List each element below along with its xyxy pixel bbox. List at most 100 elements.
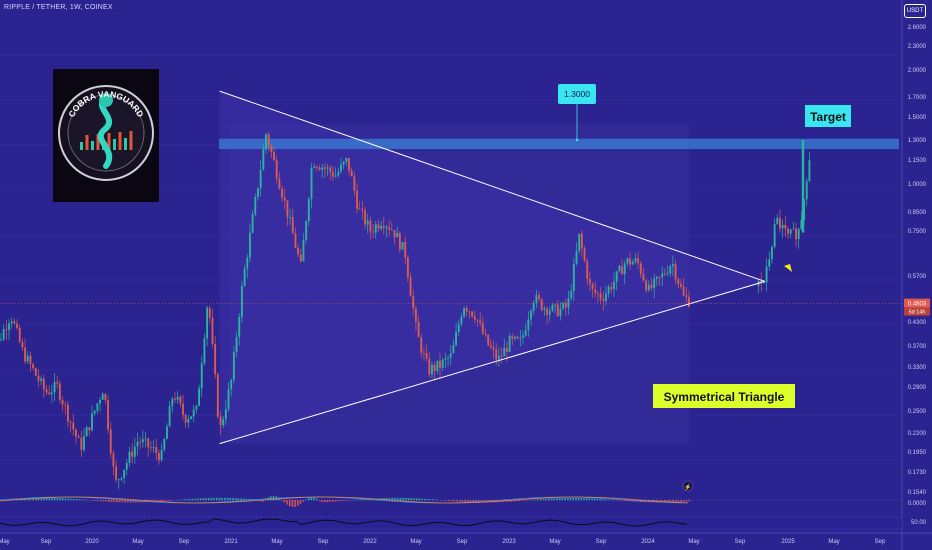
macd-bar — [91, 500, 94, 501]
candle-body — [465, 308, 468, 312]
currency-badge[interactable]: USDT — [904, 4, 926, 18]
triangle-fill — [219, 91, 765, 444]
macd-bar — [564, 497, 566, 501]
candle-body — [230, 379, 233, 390]
candle-body — [610, 287, 613, 290]
macd-bar — [572, 497, 574, 501]
macd-bar — [545, 498, 547, 501]
time-axis-label: 2024 — [641, 539, 655, 545]
candle-body — [412, 296, 415, 309]
macd-bar — [124, 500, 126, 503]
candle-body — [471, 311, 474, 317]
macd-bar — [272, 495, 275, 501]
candle-body — [385, 227, 388, 229]
candle-body — [216, 374, 219, 417]
candle-body — [61, 400, 64, 405]
candle-body — [639, 263, 642, 275]
candle-body — [96, 403, 99, 411]
candle-body — [762, 282, 765, 284]
candle-body — [329, 167, 332, 173]
candle-body — [136, 441, 139, 447]
candle-body — [123, 469, 126, 478]
macd-bar — [113, 500, 115, 503]
candle-body — [500, 355, 503, 357]
macd-bar — [324, 500, 326, 503]
candle-body — [219, 416, 222, 426]
macd-bar — [54, 497, 56, 501]
price-axis-label: 0.4300 — [908, 320, 927, 326]
macd-bar — [172, 500, 175, 501]
macd-bar — [56, 498, 59, 501]
candle-body — [481, 322, 484, 334]
candle-body — [476, 319, 479, 321]
time-axis-label: 2021 — [224, 539, 238, 545]
candle-body — [572, 263, 575, 292]
macd-bar — [45, 497, 48, 501]
macd-bar — [116, 500, 118, 503]
macd-bar — [577, 497, 580, 501]
macd-bar — [421, 498, 423, 501]
macd-bar — [5, 499, 7, 501]
candle-body — [64, 404, 67, 406]
candle-body — [331, 172, 334, 177]
candle-body — [511, 335, 514, 339]
price-axis-label: 0.1540 — [908, 490, 927, 496]
candle-body — [45, 389, 48, 393]
logo-bar — [80, 142, 83, 150]
candle-body — [401, 242, 404, 250]
macd-bar — [456, 500, 458, 502]
macd-bar — [67, 498, 70, 501]
candle-body — [26, 355, 29, 362]
macd-bar — [410, 498, 412, 501]
price-axis-label: 2.6000 — [908, 25, 927, 31]
macd-bar — [234, 498, 237, 501]
macd-bar — [685, 500, 688, 502]
candle-body — [131, 451, 134, 457]
macd-bar — [515, 500, 518, 502]
pattern-label-text: Symmetrical Triangle — [664, 390, 785, 404]
macd-bar — [337, 500, 340, 502]
candle-body — [570, 291, 573, 299]
candle-body — [497, 355, 500, 360]
macd-bar — [318, 500, 321, 501]
price-axis-label: 1.0000 — [908, 182, 927, 188]
macd-bar — [472, 500, 475, 503]
candle-body — [179, 396, 182, 404]
candle-body — [457, 324, 460, 332]
time-axis-label: May — [549, 539, 560, 545]
macd-bar — [364, 499, 367, 501]
candle-body — [305, 221, 308, 241]
macd-bar — [342, 500, 345, 501]
candle-body — [588, 278, 591, 284]
macd-bar — [448, 500, 450, 501]
candle-body — [297, 247, 300, 255]
candle-body — [2, 329, 5, 340]
candle-body — [431, 365, 433, 375]
candle-body — [685, 295, 688, 297]
candle-body — [540, 299, 543, 310]
candle-body — [278, 178, 281, 189]
candle-body — [621, 266, 623, 275]
time-axis-label: May — [828, 539, 839, 545]
candle-body — [198, 388, 201, 406]
macd-bar — [650, 500, 653, 503]
macd-bar — [245, 498, 248, 501]
price-axis-label: 2.0000 — [908, 68, 927, 74]
macd-bar — [626, 500, 628, 502]
macd-bar — [51, 497, 53, 501]
candle-body — [166, 426, 168, 440]
candle-body — [203, 338, 206, 364]
candle-body — [508, 335, 511, 352]
macd-bar — [623, 500, 626, 501]
macd-bar — [558, 498, 561, 501]
price-axis-label: 0.5700 — [908, 274, 927, 280]
candle-body — [348, 157, 350, 171]
macd-bar — [459, 500, 461, 502]
macd-bar — [307, 497, 310, 501]
symbol-header[interactable]: RIPPLE / TETHER, 1W, COINEX — [4, 4, 113, 11]
macd-bar — [432, 499, 434, 501]
candle-body — [24, 347, 27, 362]
candle-body — [516, 336, 519, 339]
